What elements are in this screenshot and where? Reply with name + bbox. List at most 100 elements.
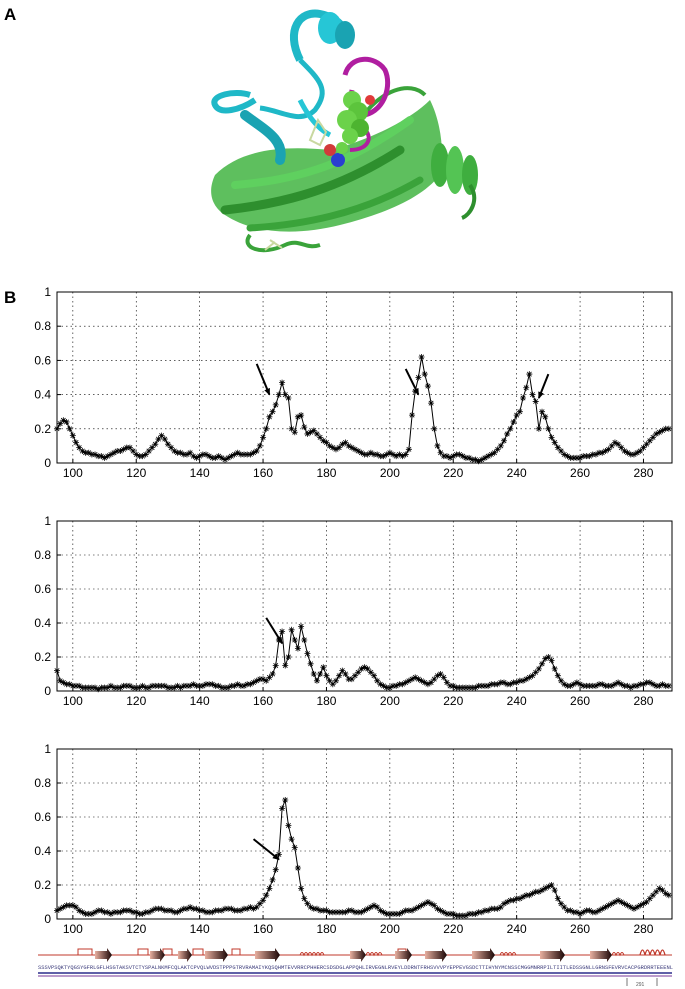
data-point-marker: [123, 444, 130, 451]
data-point-marker: [662, 682, 669, 689]
data-point-marker: [472, 456, 479, 463]
data-point-marker: [351, 909, 358, 916]
data-point-marker: [443, 910, 450, 917]
data-point-marker: [250, 449, 257, 456]
data-point-marker: [570, 681, 577, 688]
data-point-marker: [551, 439, 558, 446]
data-point-marker: [475, 458, 482, 465]
x-tick-label: 160: [253, 694, 273, 708]
x-tick-label: 140: [190, 922, 210, 936]
data-point-marker: [342, 439, 349, 446]
data-point-marker: [168, 444, 175, 451]
data-point-marker: [507, 897, 514, 904]
data-point-marker: [393, 453, 400, 460]
data-point-marker: [345, 676, 352, 683]
data-point-marker: [193, 905, 200, 912]
data-point-marker: [466, 910, 473, 917]
data-point-marker: [469, 456, 476, 463]
y-tick-label: 1: [44, 285, 51, 299]
data-point-marker: [209, 909, 216, 916]
data-point-marker: [212, 454, 219, 461]
data-point-marker: [367, 449, 374, 456]
data-point-marker: [383, 910, 390, 917]
data-point-marker: [171, 684, 178, 691]
cyan-helix-region: [211, 9, 355, 165]
y-tick-label: 0.6: [34, 353, 51, 367]
data-point-marker: [307, 660, 314, 667]
data-point-marker: [225, 905, 232, 912]
data-point-marker: [348, 676, 355, 683]
data-point-marker: [393, 910, 400, 917]
data-point-marker: [596, 907, 603, 914]
data-point-marker: [529, 890, 536, 897]
data-point-marker: [139, 910, 146, 917]
profile-chart-2: 100 120 140 160 180 200 220 240 260 280 0 0.2 0.4 0.6…: [34, 514, 673, 708]
data-point-marker: [640, 900, 647, 907]
data-point-marker: [275, 391, 282, 398]
data-point-marker: [390, 910, 397, 917]
x-tick-label: 240: [507, 694, 527, 708]
data-point-marker: [206, 681, 213, 688]
ss-turn: [192, 948, 204, 955]
data-point-marker: [79, 684, 86, 691]
annotation-arrow: [537, 373, 550, 399]
data-point-marker: [158, 682, 165, 689]
data-point-marker: [488, 451, 495, 458]
secondary-structure-track: [38, 948, 672, 962]
data-point-marker: [409, 907, 416, 914]
data-point-marker: [405, 907, 412, 914]
data-point-marker: [456, 451, 463, 458]
data-point-marker: [630, 451, 637, 458]
data-point-marker: [320, 664, 327, 671]
data-point-marker: [82, 684, 89, 691]
data-point-marker: [485, 453, 492, 460]
data-point-marker: [665, 892, 672, 899]
data-point-marker: [256, 900, 263, 907]
protein-sequence: SSSVPSQKTYQGSYGFRLGFLHSGTAKSVTCTYSPALNKM…: [38, 965, 673, 971]
data-point-marker: [247, 904, 254, 911]
data-point-marker: [548, 657, 555, 664]
x-tick-label: 260: [570, 694, 590, 708]
data-point-marker: [450, 453, 457, 460]
data-point-marker: [260, 676, 267, 683]
data-point-marker: [101, 684, 108, 691]
ruler-number: 291: [636, 982, 645, 988]
data-point-marker: [95, 907, 102, 914]
data-point-marker: [149, 907, 156, 914]
data-point-marker: [481, 454, 488, 461]
data-point-marker: [554, 895, 561, 902]
data-point-marker: [348, 444, 355, 451]
data-point-marker: [133, 451, 140, 458]
data-point-marker: [139, 453, 146, 460]
data-point-marker: [199, 451, 206, 458]
data-point-marker: [291, 429, 298, 436]
data-point-marker: [241, 682, 248, 689]
data-point-marker: [437, 449, 444, 456]
data-point-marker: [364, 665, 371, 672]
data-point-marker: [136, 684, 143, 691]
data-point-marker: [485, 907, 492, 914]
data-point-marker: [291, 844, 298, 851]
data-point-marker: [218, 907, 225, 914]
data-point-marker: [456, 684, 463, 691]
x-tick-label: 200: [380, 922, 400, 936]
data-point-marker: [583, 907, 590, 914]
data-point-marker: [532, 398, 539, 405]
data-point-marker: [409, 676, 416, 683]
data-point-marker: [586, 907, 593, 914]
data-point-marker: [260, 897, 267, 904]
data-point-marker: [383, 451, 390, 458]
data-point-marker: [54, 907, 60, 914]
data-point-marker: [339, 909, 346, 916]
x-tick-label: 160: [253, 922, 273, 936]
data-point-marker: [437, 671, 444, 677]
data-point-marker: [272, 662, 279, 669]
data-point-marker: [209, 681, 216, 688]
data-point-marker: [481, 907, 488, 914]
data-point-marker: [592, 909, 599, 916]
data-point-marker: [383, 684, 390, 691]
data-point-marker: [206, 909, 213, 916]
data-point-marker: [377, 907, 384, 914]
data-point-marker: [250, 679, 257, 686]
